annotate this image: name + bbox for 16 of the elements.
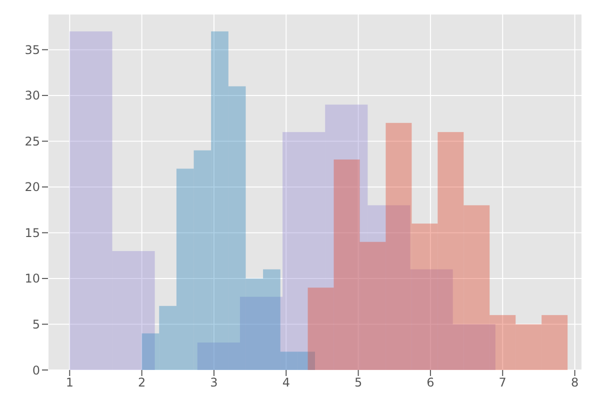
y-tick-label: 0 bbox=[32, 363, 40, 378]
x-tick-label: 2 bbox=[138, 376, 146, 390]
y-tick-label: 10 bbox=[24, 272, 40, 286]
y-tick-label: 35 bbox=[24, 42, 40, 57]
y-tick-label: 15 bbox=[24, 226, 40, 240]
x-tick-label: 8 bbox=[570, 376, 579, 390]
y-tick-label: 30 bbox=[24, 88, 40, 103]
x-tick-label: 3 bbox=[210, 376, 218, 390]
x-tick-label: 7 bbox=[498, 376, 506, 390]
x-tick-label: 1 bbox=[66, 376, 74, 390]
x-tick-label: 6 bbox=[426, 376, 434, 390]
y-tick-label: 20 bbox=[24, 180, 40, 194]
x-tick-label: 5 bbox=[354, 376, 362, 390]
x-tick-label: 4 bbox=[282, 376, 290, 390]
y-tick-label: 25 bbox=[24, 134, 40, 148]
y-tick-label: 5 bbox=[32, 318, 40, 332]
